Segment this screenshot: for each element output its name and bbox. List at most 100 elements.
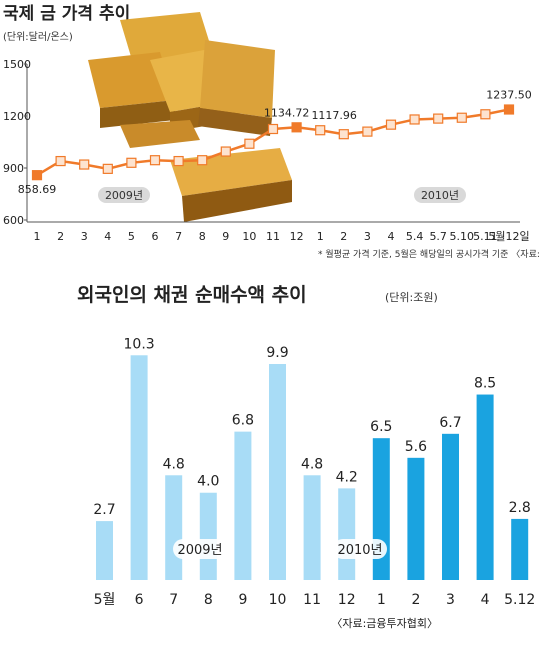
bond-value-label: 6.5 bbox=[370, 419, 392, 435]
bond-chart-title: 외국인의 채권 순매수액 추이 bbox=[77, 284, 307, 306]
gold-point bbox=[126, 157, 137, 168]
gold-x-tick: 2 bbox=[57, 230, 64, 243]
gold-point-label: 858.69 bbox=[18, 183, 57, 196]
bond-year-pill bbox=[333, 539, 387, 559]
gold-axis: 1500 1200 900 600 bbox=[3, 58, 520, 227]
gold-point-labels: 858.69 1134.72 1117.96 1237.50 bbox=[18, 89, 532, 197]
bond-x-tick: 9 bbox=[238, 592, 247, 608]
gold-point bbox=[409, 114, 420, 125]
gold-point-label: 1237.50 bbox=[486, 89, 532, 102]
bond-year-pill bbox=[173, 539, 227, 559]
bond-x-tick: 6 bbox=[135, 592, 144, 608]
bond-value-label: 4.2 bbox=[336, 469, 358, 485]
gold-x-tick: 5 bbox=[128, 230, 135, 243]
gold-series-points bbox=[31, 104, 515, 181]
bond-value-label: 9.9 bbox=[266, 345, 288, 361]
bond-year-labels: 2009년 2010년 bbox=[173, 539, 387, 559]
gold-y-tick: 600 bbox=[3, 214, 24, 227]
gold-point bbox=[149, 155, 161, 166]
gold-x-tick: 12 bbox=[290, 230, 304, 243]
gold-point-label: 1117.96 bbox=[311, 109, 357, 122]
gold-point bbox=[220, 146, 231, 157]
gold-point bbox=[385, 119, 397, 130]
bond-value-label: 6.7 bbox=[439, 415, 461, 431]
bond-value-label: 4.8 bbox=[163, 456, 185, 472]
gold-point bbox=[362, 126, 373, 137]
bond-x-tick: 8 bbox=[204, 592, 213, 608]
gold-y-tick: 1500 bbox=[3, 58, 31, 71]
bond-value-label: 5.6 bbox=[405, 439, 427, 455]
gold-x-tick: 7 bbox=[175, 230, 182, 243]
bond-value-label: 4.8 bbox=[301, 456, 323, 472]
bond-value-label: 2.7 bbox=[93, 502, 115, 518]
bond-bar bbox=[511, 518, 529, 580]
gold-year-label: 2010년 bbox=[421, 189, 459, 202]
bond-bar bbox=[199, 492, 217, 580]
gold-year-pill bbox=[414, 187, 466, 203]
bond-x-tick: 7 bbox=[169, 592, 178, 608]
gold-point bbox=[79, 159, 90, 170]
gold-x-tick: 5월12일 bbox=[488, 229, 529, 243]
bond-x-tick: 10 bbox=[269, 592, 287, 608]
gold-point bbox=[338, 129, 349, 140]
gold-point bbox=[456, 112, 467, 123]
gold-y-tick: 1200 bbox=[3, 110, 31, 123]
bond-year-label: 2009년 bbox=[177, 543, 222, 558]
gold-x-tick: 5.10 bbox=[450, 230, 475, 243]
gold-point bbox=[315, 125, 326, 136]
gold-x-tick: 3 bbox=[364, 230, 371, 243]
gold-x-tick: 5.4 bbox=[406, 230, 424, 243]
gold-point bbox=[480, 109, 491, 120]
bond-bar bbox=[303, 475, 321, 580]
gold-x-tick: 2 bbox=[340, 230, 347, 243]
gold-x-tick: 1 bbox=[317, 230, 324, 243]
gold-year-labels: 2009년 2010년 bbox=[98, 187, 466, 203]
bond-x-tick: 5.12 bbox=[504, 592, 535, 608]
gold-point bbox=[102, 163, 113, 174]
bond-bar bbox=[165, 475, 183, 580]
gold-point bbox=[197, 155, 208, 166]
gold-x-tick: 5.7 bbox=[429, 230, 447, 243]
bond-value-labels: 2.7 10.3 4.8 4.0 6.8 9.9 4.8 4.2 6.5 5.6 6.7 8.5 2.8 bbox=[93, 336, 530, 518]
gold-unit-label: (단위:달러/온스) bbox=[3, 30, 73, 43]
bond-bar bbox=[407, 457, 425, 580]
bond-value-label: 2.8 bbox=[509, 500, 531, 516]
bond-year-label: 2010년 bbox=[337, 543, 382, 558]
bond-bar bbox=[234, 431, 252, 580]
gold-point bbox=[433, 113, 444, 124]
gold-footnote: * 월평균 가격 기준, 5월은 해당일의 공시가격 기준 〈자료:런던금시장연… bbox=[318, 248, 540, 260]
gold-y-tick: 900 bbox=[3, 162, 24, 175]
bond-bars bbox=[96, 355, 529, 580]
bond-bar bbox=[442, 433, 459, 580]
gold-x-tick: 9 bbox=[222, 230, 229, 243]
gold-point bbox=[267, 123, 279, 135]
bond-bar bbox=[96, 521, 113, 580]
gold-point-label: 1134.72 bbox=[264, 106, 310, 119]
bond-x-tick: 4 bbox=[481, 592, 490, 608]
bond-value-label: 6.8 bbox=[232, 413, 254, 429]
gold-point bbox=[244, 138, 255, 149]
gold-x-tick: 1 bbox=[34, 230, 41, 243]
bond-source: 〈자료:금융투자협회〉 bbox=[331, 617, 438, 630]
bond-x-tick: 2 bbox=[411, 592, 420, 608]
bond-value-label: 10.3 bbox=[124, 336, 155, 352]
bond-x-tick: 3 bbox=[446, 592, 455, 608]
bond-bar bbox=[338, 488, 356, 580]
gold-x-tick: 4 bbox=[104, 230, 111, 243]
gold-point bbox=[31, 170, 43, 181]
gold-x-tick: 5.11 bbox=[473, 230, 498, 243]
bond-value-label: 4.0 bbox=[197, 474, 219, 490]
bond-x-tick: 11 bbox=[303, 592, 321, 608]
gold-point bbox=[503, 104, 515, 115]
gold-x-tick: 10 bbox=[242, 230, 256, 243]
bond-bar bbox=[269, 364, 286, 580]
bond-x-tick: 1 bbox=[377, 592, 386, 608]
gold-point bbox=[173, 155, 184, 167]
bond-x-ticks: 5월 6 7 8 9 10 11 12 1 2 3 4 5.12 bbox=[94, 592, 536, 608]
gold-chart-title: 국제 금 가격 추이 bbox=[3, 4, 130, 24]
gold-x-tick: 11 bbox=[266, 230, 280, 243]
bond-x-tick: 12 bbox=[338, 592, 356, 608]
gold-x-tick: 6 bbox=[152, 230, 159, 243]
bond-x-tick: 5월 bbox=[94, 592, 116, 608]
